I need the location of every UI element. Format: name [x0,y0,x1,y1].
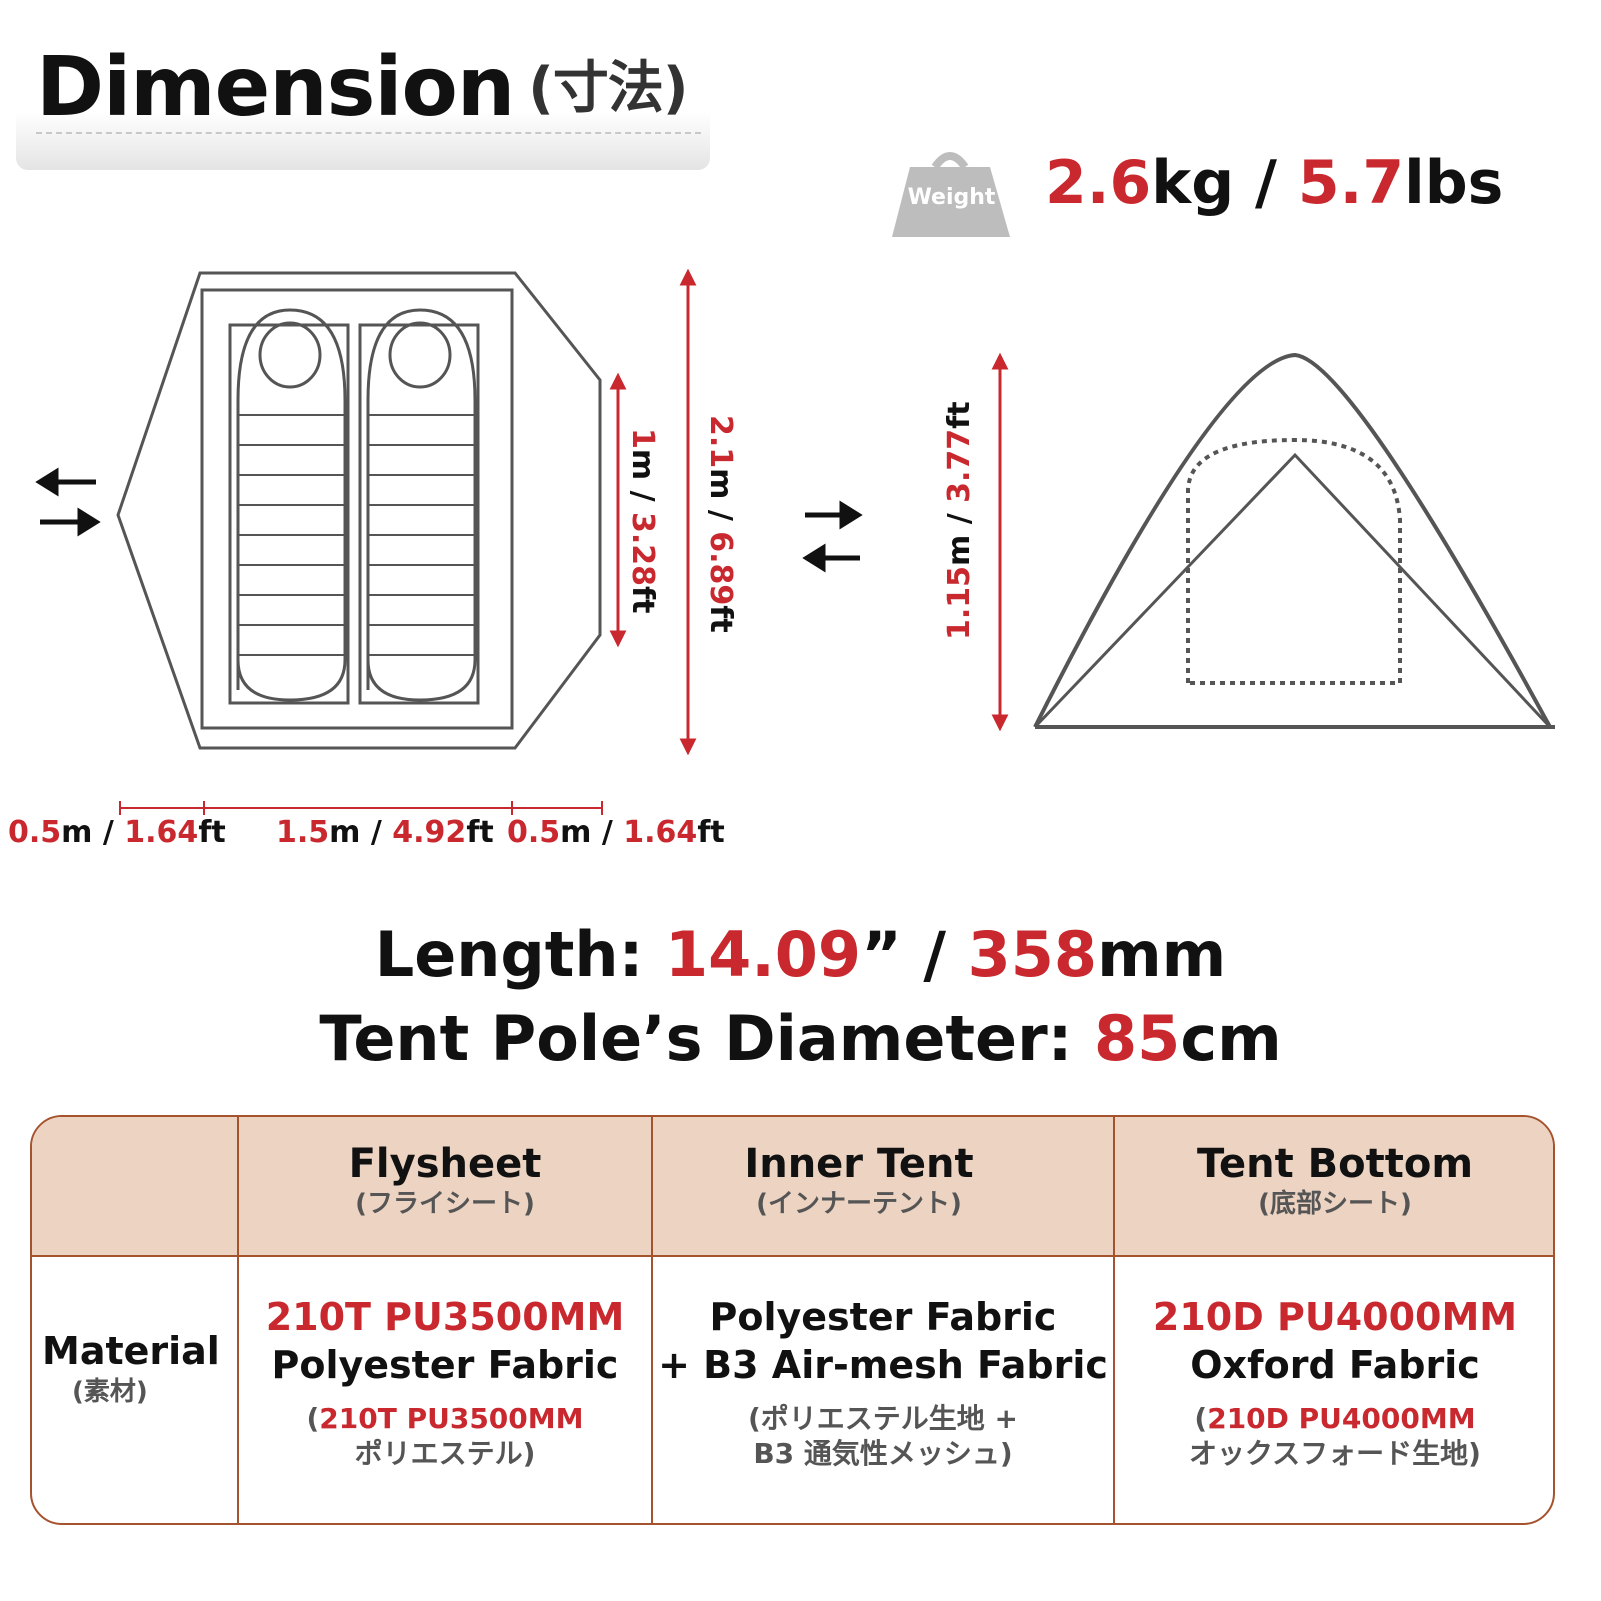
total-width-text: 2.1m / 6.89ft [703,415,738,633]
length-dimension-line [119,801,603,815]
title-divider [36,132,701,134]
cell-flysheet-material: 210T PU3500MM Polyester Fabric (210T PU35… [265,1295,625,1470]
title-banner [16,40,710,170]
material-table: Flysheet (フライシート) Inner Tent (インナーテント) Ten… [30,1115,1555,1525]
vestibule-left-label: 0.5m / 1.64ft [8,815,226,850]
height-text: 1.15m / 3.77ft [942,401,977,640]
weight-icon [892,152,1010,237]
page-title: Dimension (寸法) [36,40,688,135]
inner-length-label: 1.5m / 4.92ft [276,815,494,850]
tent-side-view-diagram [802,352,1555,732]
length-line: Length: 14.09” / 358mm [374,918,1227,991]
vestibule-right-label: 0.5m / 1.64ft [507,815,725,850]
pole-diameter-line: Tent Pole’s Diameter: 85cm [319,1002,1282,1075]
header-tent-bottom: Tent Bottom (底部シート) [1197,1141,1473,1219]
weight-value: 2.6kg / 5.7lbs [1045,148,1504,218]
cell-tent-bottom-material: 210D PU4000MM Oxford Fabric (210D PU4000M… [1152,1295,1518,1470]
title-main: Dimension [36,40,515,135]
row-label-material: Material (素材) [42,1329,220,1407]
table-header-row [32,1117,1553,1257]
weight-icon-label: Weight [907,185,996,210]
tent-top-view-diagram [35,268,697,756]
swap-arrows-icon [35,467,101,537]
swap-arrows-icon [802,500,863,573]
title-jp: (寸法) [528,56,688,121]
inner-width-text: 1m / 3.28ft [625,428,660,614]
header-flysheet: Flysheet (フライシート) [348,1141,542,1219]
header-inner-tent: Inner Tent (インナーテント) [744,1141,974,1219]
cell-inner-tent-material: Polyester Fabric + B3 Air-mesh Fabric (ポリ… [658,1295,1108,1470]
